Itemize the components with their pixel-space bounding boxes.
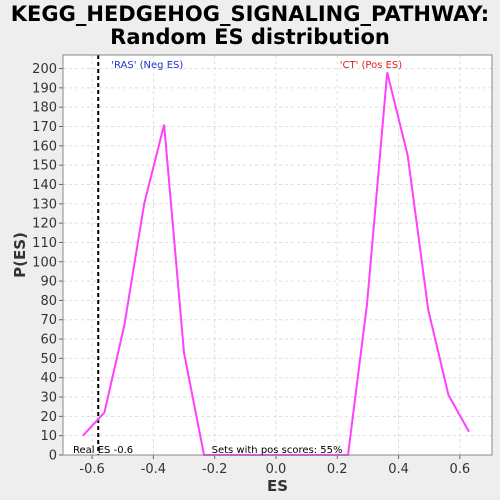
neg-es-label: 'RAS' (Neg ES) [111,60,183,71]
pos-es-label: 'CT' (Pos ES) [340,60,403,71]
x-tick-label: -0.4 [141,462,166,477]
x-tick-label: 0.2 [327,462,348,477]
y-tick-label: 100 [32,255,57,270]
y-tick-label: 140 [32,178,57,193]
y-tick-label: 180 [32,101,57,116]
x-tick-label: -0.6 [79,462,104,477]
y-tick-label: 10 [40,429,57,444]
y-tick-label: 170 [32,120,57,135]
y-tick-label: 90 [40,275,57,290]
y-tick-label: 150 [32,159,57,174]
chart-title-line-1: KEGG_HEDGEHOG_SIGNALING_PATHWAY: [10,2,490,26]
y-tick-label: 160 [32,139,57,154]
x-axis-ticks: -0.6 -0.4 -0.2 0.0 0.2 0.4 0.6 [79,455,470,477]
y-tick-label: 30 [40,391,57,406]
y-axis-ticks: 0 10 20 30 40 50 60 70 80 90 100 110 120 130 140 150 160… [32,62,63,464]
y-tick-label: 20 [40,410,57,425]
y-tick-label: 70 [40,313,57,328]
y-tick-label: 130 [32,197,57,212]
y-tick-label: 50 [40,352,57,367]
real-es-label: Real ES -0.6 [73,445,133,456]
y-tick-label: 40 [40,371,57,386]
y-axis-label: P(ES) [11,232,29,278]
pos-scores-label: Sets with pos scores: 55% [212,445,343,456]
y-tick-label: 60 [40,333,57,348]
x-tick-label: 0.4 [388,462,409,477]
chart-title-line-2: Random ES distribution [110,25,390,49]
plot-border [62,54,493,456]
y-tick-label: 190 [32,81,57,96]
x-tick-label: 0.0 [266,462,287,477]
x-axis-label: ES [267,477,288,495]
x-tick-label: -0.2 [202,462,227,477]
y-tick-label: 0 [49,449,57,464]
y-tick-label: 120 [32,217,57,232]
x-tick-label: 0.6 [449,462,470,477]
y-tick-label: 110 [32,236,57,251]
y-tick-label: 200 [32,62,57,77]
plot-area [63,55,492,455]
y-tick-label: 80 [40,294,57,309]
